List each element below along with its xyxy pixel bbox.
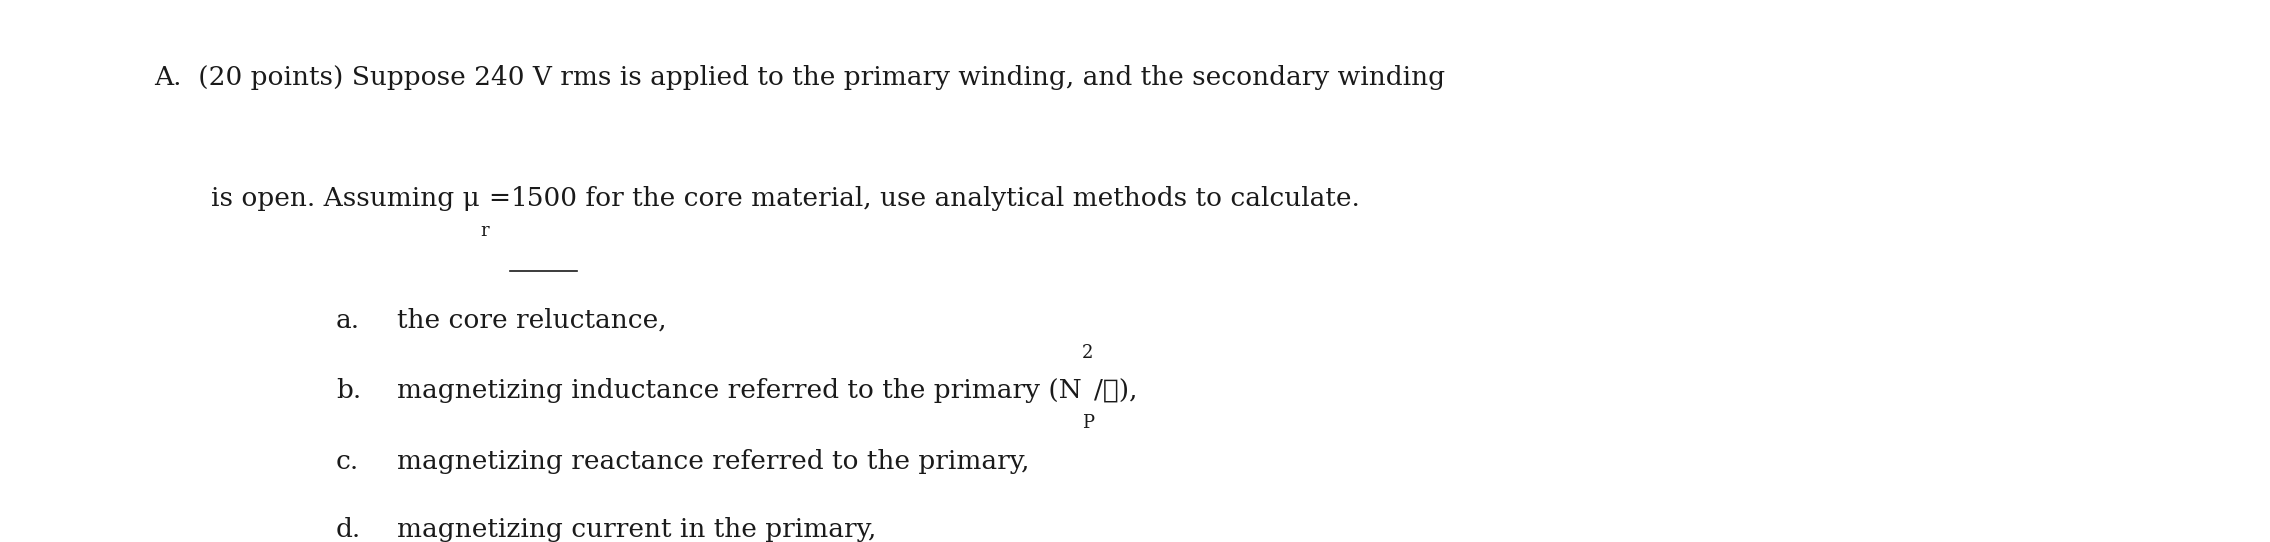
- Text: =: =: [488, 186, 511, 211]
- Text: /ℛ),: /ℛ),: [1094, 378, 1137, 403]
- Text: b.: b.: [336, 378, 361, 403]
- Text: A.  (20 points) Suppose 240 V rms is applied to the primary winding, and the sec: A. (20 points) Suppose 240 V rms is appl…: [154, 65, 1446, 90]
- Text: 2: 2: [1083, 344, 1094, 362]
- Text: P: P: [1083, 414, 1094, 432]
- Text: r: r: [479, 222, 488, 240]
- Text: 1500: 1500: [511, 186, 577, 211]
- Text: magnetizing current in the primary,: magnetizing current in the primary,: [397, 517, 876, 541]
- Text: a.: a.: [336, 308, 361, 333]
- Text: d.: d.: [336, 517, 361, 541]
- Text: is open. Assuming μ: is open. Assuming μ: [211, 186, 479, 211]
- Text: the core reluctance,: the core reluctance,: [397, 308, 667, 333]
- Text: magnetizing reactance referred to the primary,: magnetizing reactance referred to the pr…: [397, 449, 1031, 474]
- Text: magnetizing inductance referred to the primary (N: magnetizing inductance referred to the p…: [397, 378, 1083, 403]
- Text: for the core material, use analytical methods to calculate.: for the core material, use analytical me…: [577, 186, 1360, 211]
- Text: c.: c.: [336, 449, 359, 474]
